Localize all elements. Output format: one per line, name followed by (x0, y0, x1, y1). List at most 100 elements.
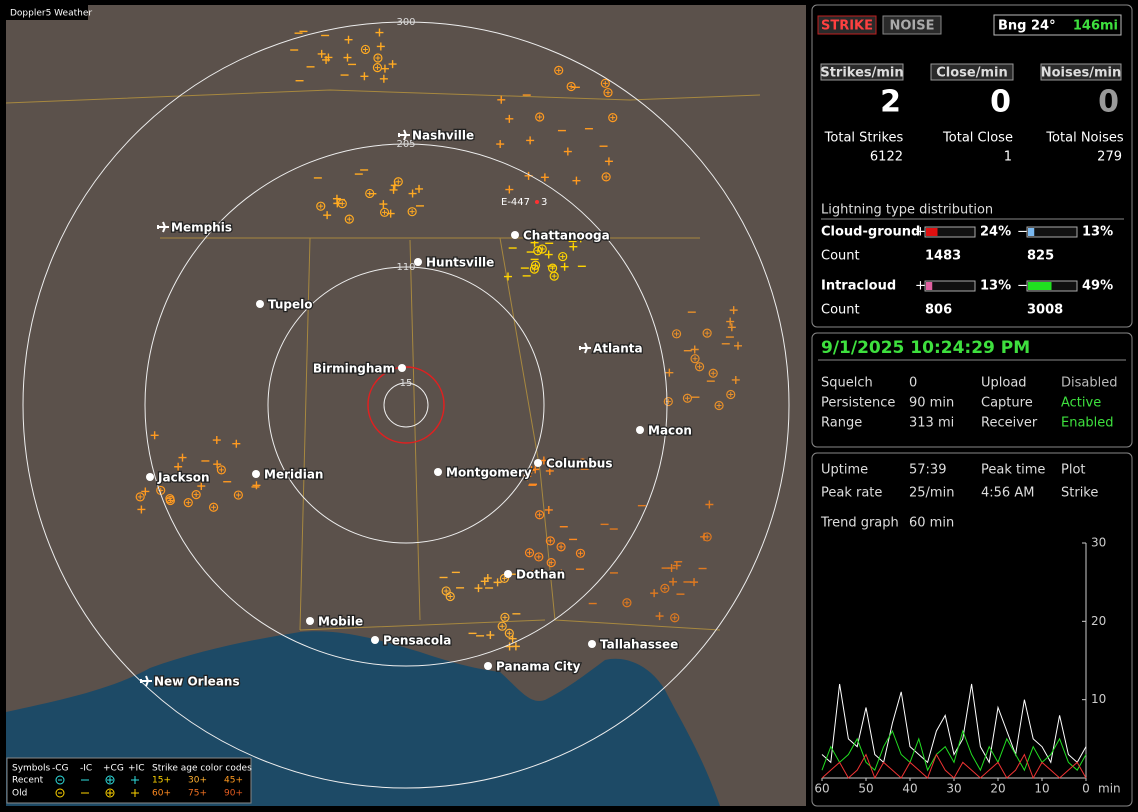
strike-plus (704, 534, 710, 540)
strike-plus (650, 589, 659, 598)
button[interactable] (1040, 63, 1122, 81)
button-label: Strikes/min (820, 66, 903, 81)
button[interactable] (817, 15, 877, 35)
close-ring (367, 366, 445, 444)
legend-age: 75+ (188, 789, 207, 799)
strike-circle (135, 492, 145, 502)
strike-circle (603, 87, 613, 98)
rate-value: 0 (1098, 85, 1119, 120)
bar-track (924, 280, 976, 292)
strike-circle (183, 498, 193, 508)
strike-plus (568, 84, 574, 90)
strike-plus (508, 634, 517, 643)
strike-plus (499, 623, 505, 629)
strike-plus (527, 550, 533, 556)
setting: Disabled (1061, 376, 1117, 391)
strike-plus (729, 306, 738, 315)
strike-plus (556, 67, 562, 73)
strike-plus (662, 585, 668, 591)
strike-plus (727, 323, 736, 332)
strike-circle (441, 586, 451, 596)
strike-plus (389, 185, 398, 194)
strike-plus (692, 356, 698, 362)
stat: Uptime (821, 463, 868, 478)
city-label: Jackson (157, 471, 210, 485)
strike-plus (174, 462, 183, 471)
strike-plus (697, 364, 703, 370)
strike-plus (547, 538, 553, 544)
strike-plus (375, 28, 384, 37)
city-dot (252, 470, 260, 478)
strike-plus (388, 60, 397, 69)
map-title: Doppler5 Weather (10, 9, 92, 19)
strike-plus (212, 436, 221, 445)
button[interactable] (820, 63, 904, 81)
strike-plus (497, 95, 506, 104)
strike-circle (663, 396, 673, 407)
strike-circle (407, 207, 417, 217)
strike-plus (374, 65, 380, 71)
strike-circle (546, 557, 556, 568)
trend-window: 60 min (909, 516, 954, 531)
city-label: Huntsville (426, 256, 494, 270)
setting: Capture (981, 396, 1033, 411)
bearing-box (993, 14, 1122, 36)
strike-circle (216, 465, 226, 475)
legend-age: 90+ (224, 789, 243, 799)
strike-circle (379, 207, 390, 217)
strike-circle (671, 329, 682, 339)
button[interactable] (930, 63, 1014, 81)
strike-circle (600, 78, 610, 88)
legend-header: -CG (52, 764, 69, 774)
x-tick-label: 50 (858, 782, 873, 796)
strike-plus (232, 439, 241, 448)
type-label: Intracloud (821, 279, 896, 294)
strike-circle (714, 400, 724, 411)
strike-circle (530, 260, 541, 270)
strike-plus (317, 49, 326, 58)
stat: Peak time (981, 463, 1045, 478)
strike-circle (558, 251, 568, 262)
city-dot (146, 473, 154, 481)
y-tick-label: 30 (1091, 536, 1106, 550)
count-label: Count (821, 303, 860, 318)
strike-circle (373, 53, 383, 63)
legend-box (6, 757, 252, 804)
percent: 13% (1082, 225, 1113, 240)
bar-track (1026, 226, 1078, 238)
strike-plus (375, 55, 381, 61)
strike-circle (524, 548, 535, 558)
strike-plus (537, 114, 543, 120)
y-tick-label: 20 (1091, 614, 1106, 628)
legend-symbol (107, 776, 139, 784)
strike-plus (537, 512, 543, 518)
strike-circle (497, 621, 507, 631)
setting: Persistence (821, 396, 895, 411)
legend-age: 15+ (152, 776, 171, 786)
total-label: Total Strikes (824, 131, 904, 146)
strike-plus (505, 114, 514, 123)
strike-circle (393, 177, 403, 187)
total-label: Total Noises (1045, 131, 1124, 146)
strike-circle (670, 613, 680, 623)
strike-plus (480, 577, 489, 586)
strike-plus (380, 64, 389, 73)
marker-label: E-447 (501, 197, 530, 208)
strike-circle (500, 612, 510, 622)
strike-plus (539, 456, 548, 465)
sign: + (915, 279, 926, 294)
strike-circle (575, 548, 586, 558)
strike-circle (622, 598, 632, 608)
map: 300 205 110 15 E-447 3 Nashville Memphis Chattan… (5, 5, 806, 806)
strike-plus (563, 147, 572, 156)
city-dot (371, 636, 379, 644)
strike-plus (580, 460, 586, 466)
strike-circle (165, 495, 175, 506)
button[interactable] (882, 15, 942, 35)
x-tick-label: 30 (946, 782, 961, 796)
airport-icon (579, 342, 591, 354)
strike-plus (344, 35, 353, 44)
city-dot (588, 640, 596, 648)
strike-plus (690, 345, 699, 354)
strike-plus (550, 265, 556, 271)
